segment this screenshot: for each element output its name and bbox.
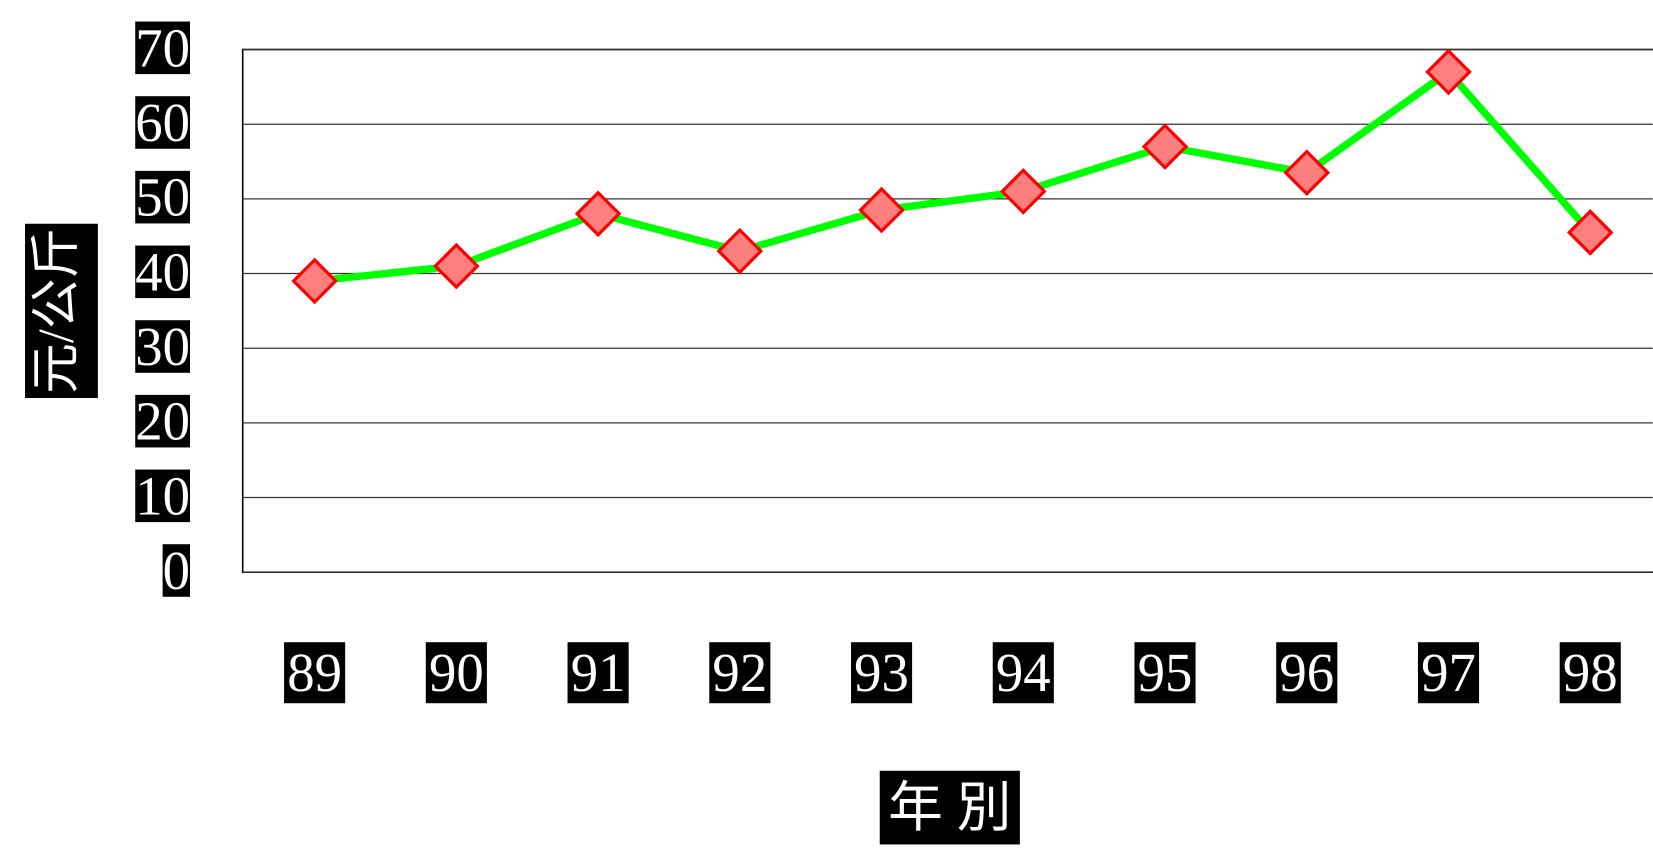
x-axis-title: 年 別 bbox=[888, 777, 1011, 838]
label-background bbox=[1134, 642, 1196, 704]
y-tick-label: 10 bbox=[135, 465, 190, 526]
x-tick-label: 97 bbox=[1421, 642, 1476, 703]
label-backgrounds bbox=[25, 21, 1621, 845]
y-tick-label: 60 bbox=[135, 92, 190, 153]
x-tick-label: 98 bbox=[1563, 642, 1618, 703]
data-line bbox=[314, 68, 1593, 285]
y-tick-label: 70 bbox=[135, 17, 190, 78]
label-background bbox=[879, 770, 1020, 845]
x-tick-label: 96 bbox=[1279, 642, 1334, 703]
y-tick-label: 0 bbox=[163, 540, 190, 601]
y-tick-label: 20 bbox=[135, 391, 190, 452]
data-marker bbox=[858, 186, 905, 234]
label-background bbox=[135, 245, 191, 299]
x-tick-label: 91 bbox=[571, 642, 626, 703]
label-background bbox=[135, 320, 191, 373]
label-background bbox=[567, 642, 629, 704]
x-tick-label: 95 bbox=[1138, 642, 1193, 703]
y-tick-label: 40 bbox=[135, 241, 190, 302]
data-marker bbox=[291, 257, 338, 305]
label-background bbox=[135, 170, 191, 224]
data-marker bbox=[1283, 149, 1331, 197]
label-background bbox=[851, 642, 913, 704]
x-tick-label: 94 bbox=[996, 642, 1051, 703]
data-marker bbox=[574, 190, 622, 238]
x-tick-label: 90 bbox=[429, 642, 484, 703]
y-tick-label: 30 bbox=[135, 316, 190, 377]
label-background bbox=[425, 642, 487, 704]
label-background bbox=[162, 544, 191, 597]
label-background bbox=[135, 21, 191, 75]
label-background bbox=[135, 469, 191, 523]
label-background bbox=[1559, 642, 1621, 704]
data-marker bbox=[1141, 123, 1189, 170]
y-tick-label: 50 bbox=[135, 167, 190, 228]
plot-frame bbox=[241, 48, 1653, 573]
label-background bbox=[992, 642, 1054, 704]
data-marker bbox=[716, 227, 764, 275]
data-marker bbox=[433, 242, 480, 290]
label-background bbox=[1276, 642, 1338, 704]
label-background bbox=[1417, 642, 1480, 704]
data-marker bbox=[999, 168, 1047, 215]
x-tick-label: 89 bbox=[287, 642, 342, 703]
x-tick-label: 93 bbox=[854, 642, 909, 703]
label-background bbox=[135, 394, 191, 448]
y-axis-title: 元/公斤 bbox=[28, 228, 84, 394]
label-background bbox=[709, 642, 771, 704]
label-background bbox=[284, 642, 346, 704]
data-marker bbox=[1425, 48, 1472, 96]
label-background bbox=[25, 223, 98, 398]
label-background bbox=[135, 96, 191, 149]
x-tick-label: 92 bbox=[712, 642, 767, 703]
data-marker bbox=[1566, 209, 1614, 256]
